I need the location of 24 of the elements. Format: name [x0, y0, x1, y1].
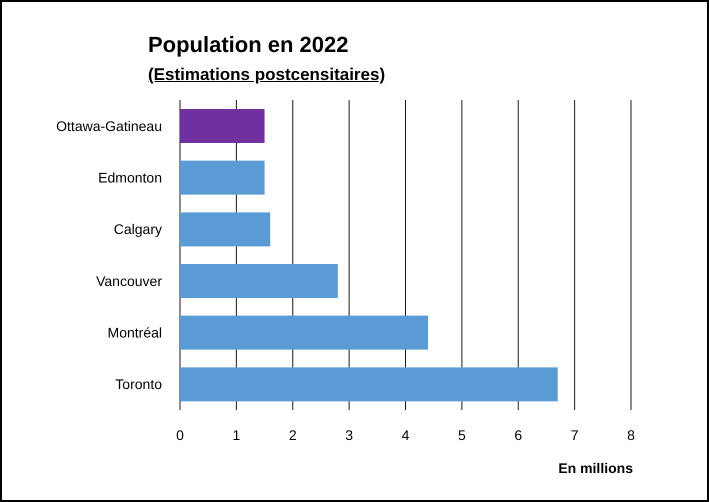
y-tick-label: Vancouver: [96, 272, 162, 289]
x-tick-label: 8: [627, 426, 636, 443]
bar: [180, 264, 338, 298]
x-tick-label: 2: [288, 426, 297, 443]
x-tick-label: 6: [514, 426, 522, 443]
chart-subtitle: (Estimations postcensitaires): [148, 65, 386, 85]
x-tick-label: 0: [176, 426, 184, 443]
x-tick-label: 1: [232, 426, 240, 443]
x-tick-label: 3: [345, 426, 354, 443]
y-tick-label: Calgary: [114, 221, 162, 238]
chart-title: Population en 2022: [148, 32, 348, 58]
y-tick-label: Montréal: [108, 324, 162, 340]
x-tick-label: 7: [570, 426, 579, 443]
x-tick-label: 5: [458, 426, 466, 443]
bar: [180, 212, 270, 246]
y-tick-label: Edmonton: [98, 169, 162, 186]
x-axis-title: En millions: [558, 460, 633, 476]
x-tick-label: 4: [402, 426, 410, 443]
bar: [180, 367, 558, 402]
y-tick-label: Toronto: [115, 376, 162, 392]
y-tick-label: Ottawa-Gatineau: [56, 118, 162, 134]
bar: [180, 316, 428, 350]
bar: [180, 109, 265, 143]
bar: [180, 160, 265, 195]
